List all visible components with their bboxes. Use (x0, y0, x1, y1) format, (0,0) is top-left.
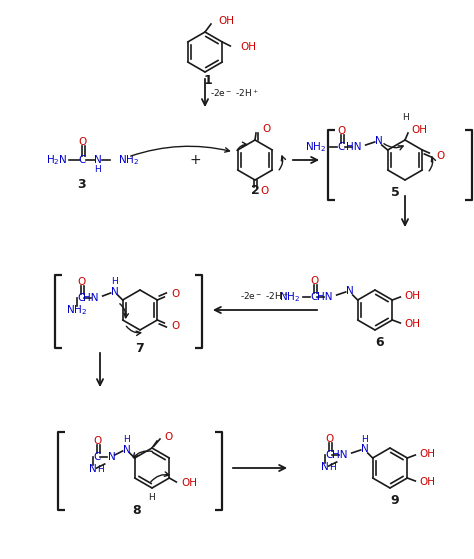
Text: C: C (78, 155, 86, 165)
Text: O: O (79, 137, 87, 147)
Text: OH: OH (182, 478, 197, 488)
Text: O: O (262, 124, 270, 134)
Text: 2: 2 (251, 183, 259, 197)
Text: O: O (171, 289, 180, 299)
Text: N: N (108, 452, 116, 462)
Text: O: O (437, 151, 445, 161)
Text: OH: OH (218, 16, 234, 26)
Text: N: N (94, 155, 102, 165)
Text: 1: 1 (204, 73, 212, 87)
Text: H: H (123, 435, 130, 444)
Text: C: C (310, 292, 318, 302)
Text: H: H (402, 113, 410, 122)
Text: NH$_2$: NH$_2$ (66, 303, 87, 317)
Text: H: H (329, 462, 336, 471)
Text: H$_2$N: H$_2$N (46, 153, 68, 167)
Text: -2e$^-$ -2H$^+$: -2e$^-$ -2H$^+$ (240, 290, 290, 302)
Text: C: C (93, 452, 100, 462)
Text: OH: OH (404, 319, 420, 329)
Text: -2e$^-$ -2H$^+$: -2e$^-$ -2H$^+$ (210, 87, 259, 99)
Text: OH: OH (419, 449, 435, 459)
Text: +: + (189, 153, 201, 167)
Text: HN: HN (83, 293, 99, 303)
Text: H: H (361, 434, 368, 443)
Text: O: O (164, 432, 172, 442)
Text: H: H (111, 277, 118, 287)
Text: H: H (149, 494, 155, 503)
Text: OH: OH (411, 125, 427, 135)
Text: N: N (346, 286, 354, 296)
Text: C: C (337, 142, 345, 152)
Text: HN: HN (332, 450, 348, 460)
Text: OH: OH (404, 291, 420, 301)
Text: NH$_2$: NH$_2$ (118, 153, 139, 167)
Text: O: O (337, 126, 346, 136)
Text: O: O (171, 321, 180, 331)
Text: H: H (97, 465, 104, 473)
Text: HN: HN (346, 142, 362, 152)
Text: O: O (326, 434, 334, 444)
Text: O: O (93, 436, 102, 446)
Text: 6: 6 (376, 335, 384, 348)
Text: O: O (310, 276, 319, 286)
Text: 3: 3 (78, 178, 86, 191)
Text: N: N (123, 445, 130, 455)
Text: 5: 5 (391, 187, 400, 200)
Text: N: N (361, 444, 369, 454)
Text: OH: OH (240, 42, 256, 52)
Text: 7: 7 (136, 342, 145, 354)
Text: HN: HN (317, 292, 333, 302)
Text: 8: 8 (133, 505, 141, 518)
Text: NH$_2$: NH$_2$ (279, 290, 300, 304)
Text: N: N (89, 464, 97, 474)
Text: O: O (260, 186, 268, 196)
Text: N: N (375, 136, 383, 146)
Text: OH: OH (419, 477, 435, 487)
Text: C: C (77, 293, 84, 303)
Text: N: N (111, 287, 118, 297)
Text: 9: 9 (391, 495, 399, 508)
Text: H: H (95, 164, 101, 173)
Text: NH$_2$: NH$_2$ (304, 140, 326, 154)
Text: N: N (321, 462, 328, 472)
Text: C: C (325, 450, 332, 460)
Text: O: O (78, 277, 86, 287)
